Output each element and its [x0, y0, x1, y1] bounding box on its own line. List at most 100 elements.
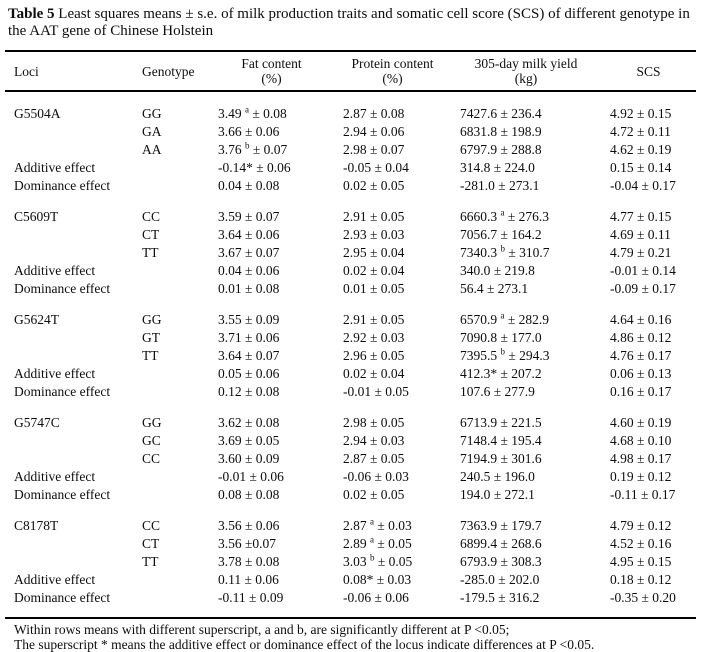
value-cell: 3.71 ± 0.06 — [218, 330, 280, 345]
value-cell: 0.19 ± 0.12 — [610, 469, 672, 484]
col-header-unit: (%) — [382, 71, 403, 86]
value-cell: 0.04 ± 0.06 — [218, 263, 280, 278]
value-cell: 2.98 ± 0.05 — [343, 415, 405, 430]
genotype-cell: GG — [142, 106, 162, 121]
value-cell: -179.5 ± 316.2 — [451, 589, 601, 619]
value-cell: 4.92 ± 0.15 — [610, 106, 672, 121]
value-cell: 6660.3 a ± 276.3 — [460, 207, 550, 224]
table-row: GC 3.69 ± 0.05 2.94 ± 0.03 7148.4 ± 195.4 4.… — [5, 432, 696, 450]
value-cell: 4.60 ± 0.19 — [610, 415, 672, 430]
value-cell: -0.06 ± 0.06 — [334, 589, 451, 619]
value-cell: 2.87 ± 0.05 — [343, 451, 405, 466]
table-row: C8178T CC 3.56 ± 0.06 2.87 a ± 0.03 7363.9 ±… — [5, 504, 696, 535]
table-row: CC 3.60 ± 0.09 2.87 ± 0.05 7194.9 ± 301.6 4.… — [5, 450, 696, 468]
col-header-label: Loci — [14, 63, 39, 79]
effect-label-cell: Dominance effect — [5, 589, 133, 619]
value-cell: 0.08* ± 0.03 — [343, 572, 412, 587]
table-row: Additive effect 0.05 ± 0.06 0.02 ± 0.04 412… — [5, 365, 696, 383]
value-cell: 7395.5 b ± 294.3 — [460, 346, 550, 363]
value-cell: 4.86 ± 0.12 — [610, 330, 672, 345]
value-cell: 340.0 ± 219.8 — [460, 263, 535, 278]
table-row: Dominance effect -0.11 ± 0.09 -0.06 ± 0.06… — [5, 589, 696, 619]
genotype-cell: TT — [142, 245, 159, 260]
value-cell: 107.6 ± 277.9 — [460, 384, 535, 399]
table-row: G5624T GG 3.55 ± 0.09 2.91 ± 0.05 6570.9 a ±… — [5, 298, 696, 329]
genotype-cell — [133, 262, 209, 280]
effect-label-cell: Additive effect — [14, 469, 96, 484]
genotype-cell: GG — [142, 415, 162, 430]
col-header-label: SCS — [636, 63, 661, 79]
genotype-cell — [133, 468, 209, 486]
value-cell: 6570.9 a ± 282.9 — [460, 310, 550, 327]
value-cell: -285.0 ± 202.0 — [460, 572, 540, 587]
col-header-milk-yield: 305-day milk yield (kg) — [451, 50, 601, 92]
value-cell: 3.49 a ± 0.08 — [218, 104, 287, 121]
value-cell: 0.18 ± 0.12 — [610, 572, 672, 587]
value-cell: 0.16 ± 0.17 — [610, 384, 672, 399]
table-row: TT 3.64 ± 0.07 2.96 ± 0.05 7395.5 b ± 294.3… — [5, 347, 696, 365]
value-cell: -0.04 ± 0.17 — [610, 178, 676, 193]
effect-label-cell — [5, 535, 133, 553]
value-cell: 3.66 ± 0.06 — [218, 124, 280, 139]
effect-label-cell — [5, 432, 133, 450]
value-cell: 4.77 ± 0.15 — [610, 209, 672, 224]
value-cell: -0.05 ± 0.04 — [343, 160, 409, 175]
effect-label-cell — [5, 450, 133, 468]
value-cell: 4.95 ± 0.15 — [610, 554, 672, 569]
value-cell: 0.01 ± 0.08 — [218, 281, 280, 296]
value-cell: 4.76 ± 0.17 — [610, 348, 672, 363]
value-cell: 3.78 ± 0.08 — [218, 554, 280, 569]
genotype-cell — [133, 280, 209, 298]
table-number: Table 5 — [8, 6, 55, 22]
value-cell: -0.09 ± 0.17 — [610, 281, 676, 296]
locus-cell: G5624T — [14, 312, 59, 327]
value-cell: 7340.3 b ± 310.7 — [460, 243, 550, 260]
value-cell: 4.62 ± 0.19 — [610, 142, 672, 157]
table-row: Additive effect -0.01 ± 0.06 -0.06 ± 0.03 2… — [5, 468, 696, 486]
effect-label-cell — [5, 347, 133, 365]
table-row: C5609T CC 3.59 ± 0.07 2.91 ± 0.05 6660.3 a ±… — [5, 195, 696, 226]
value-cell: 7194.9 ± 301.6 — [460, 451, 542, 466]
table-row: CT 3.56 ±0.07 2.89 a ± 0.05 6899.4 ± 268.6 4… — [5, 535, 696, 553]
value-cell: 3.03 b ± 0.05 — [343, 552, 413, 569]
value-cell: -0.11 ± 0.17 — [610, 487, 676, 502]
table-header: Loci Genotype Fat content (%) Protein co… — [5, 50, 696, 92]
value-cell: 0.08 ± 0.08 — [218, 487, 280, 502]
col-header-label: Genotype — [142, 63, 195, 79]
value-cell: 7090.8 ± 177.0 — [460, 330, 542, 345]
value-cell: 2.87 ± 0.08 — [343, 106, 405, 121]
table-row: GA 3.66 ± 0.06 2.94 ± 0.06 6831.8 ± 198.9 4.… — [5, 123, 696, 141]
value-cell: 0.12 ± 0.08 — [218, 384, 280, 399]
effect-label-cell: Additive effect — [14, 366, 96, 381]
genotype-cell: GA — [142, 124, 162, 139]
table-row: Dominance effect 0.04 ± 0.08 0.02 ± 0.05 -2… — [5, 177, 696, 195]
effect-label-cell: Additive effect — [14, 160, 96, 175]
effect-label-cell — [5, 226, 133, 244]
value-cell: 7363.9 ± 179.7 — [460, 518, 542, 533]
table-caption: Table 5 Least squares means ± s.e. of mi… — [8, 6, 698, 40]
header-row: Loci Genotype Fat content (%) Protein co… — [5, 50, 696, 92]
value-cell: 3.67 ± 0.07 — [218, 245, 280, 260]
col-header-protein-content: Protein content (%) — [334, 50, 451, 92]
effect-label-cell — [5, 141, 133, 159]
value-cell: 2.96 ± 0.05 — [343, 348, 405, 363]
value-cell: -0.35 ± 0.20 — [601, 589, 696, 619]
genotype-cell: CC — [142, 518, 161, 533]
table-row: Dominance effect 0.08 ± 0.08 0.02 ± 0.05 19… — [5, 486, 696, 504]
col-header-genotype: Genotype — [133, 50, 209, 92]
col-header-label: Fat content — [241, 56, 302, 71]
table-row: TT 3.78 ± 0.08 3.03 b ± 0.05 6793.9 ± 308.3… — [5, 553, 696, 571]
genotype-cell: CC — [142, 451, 161, 466]
value-cell: 0.02 ± 0.05 — [343, 178, 405, 193]
value-cell: 7056.7 ± 164.2 — [460, 227, 542, 242]
value-cell: 240.5 ± 196.0 — [460, 469, 535, 484]
value-cell: 3.55 ± 0.09 — [218, 312, 280, 327]
value-cell: 0.04 ± 0.08 — [218, 178, 280, 193]
value-cell: 2.89 a ± 0.05 — [343, 534, 412, 551]
genotype-cell — [133, 365, 209, 383]
genotype-cell: CT — [142, 227, 160, 242]
value-cell: 4.98 ± 0.17 — [610, 451, 672, 466]
value-cell: 3.56 ± 0.06 — [218, 518, 280, 533]
locus-cell: G5747C — [14, 415, 60, 430]
table-body: G5504A GG 3.49 a ± 0.08 2.87 ± 0.08 7427.6 ±… — [5, 91, 696, 619]
